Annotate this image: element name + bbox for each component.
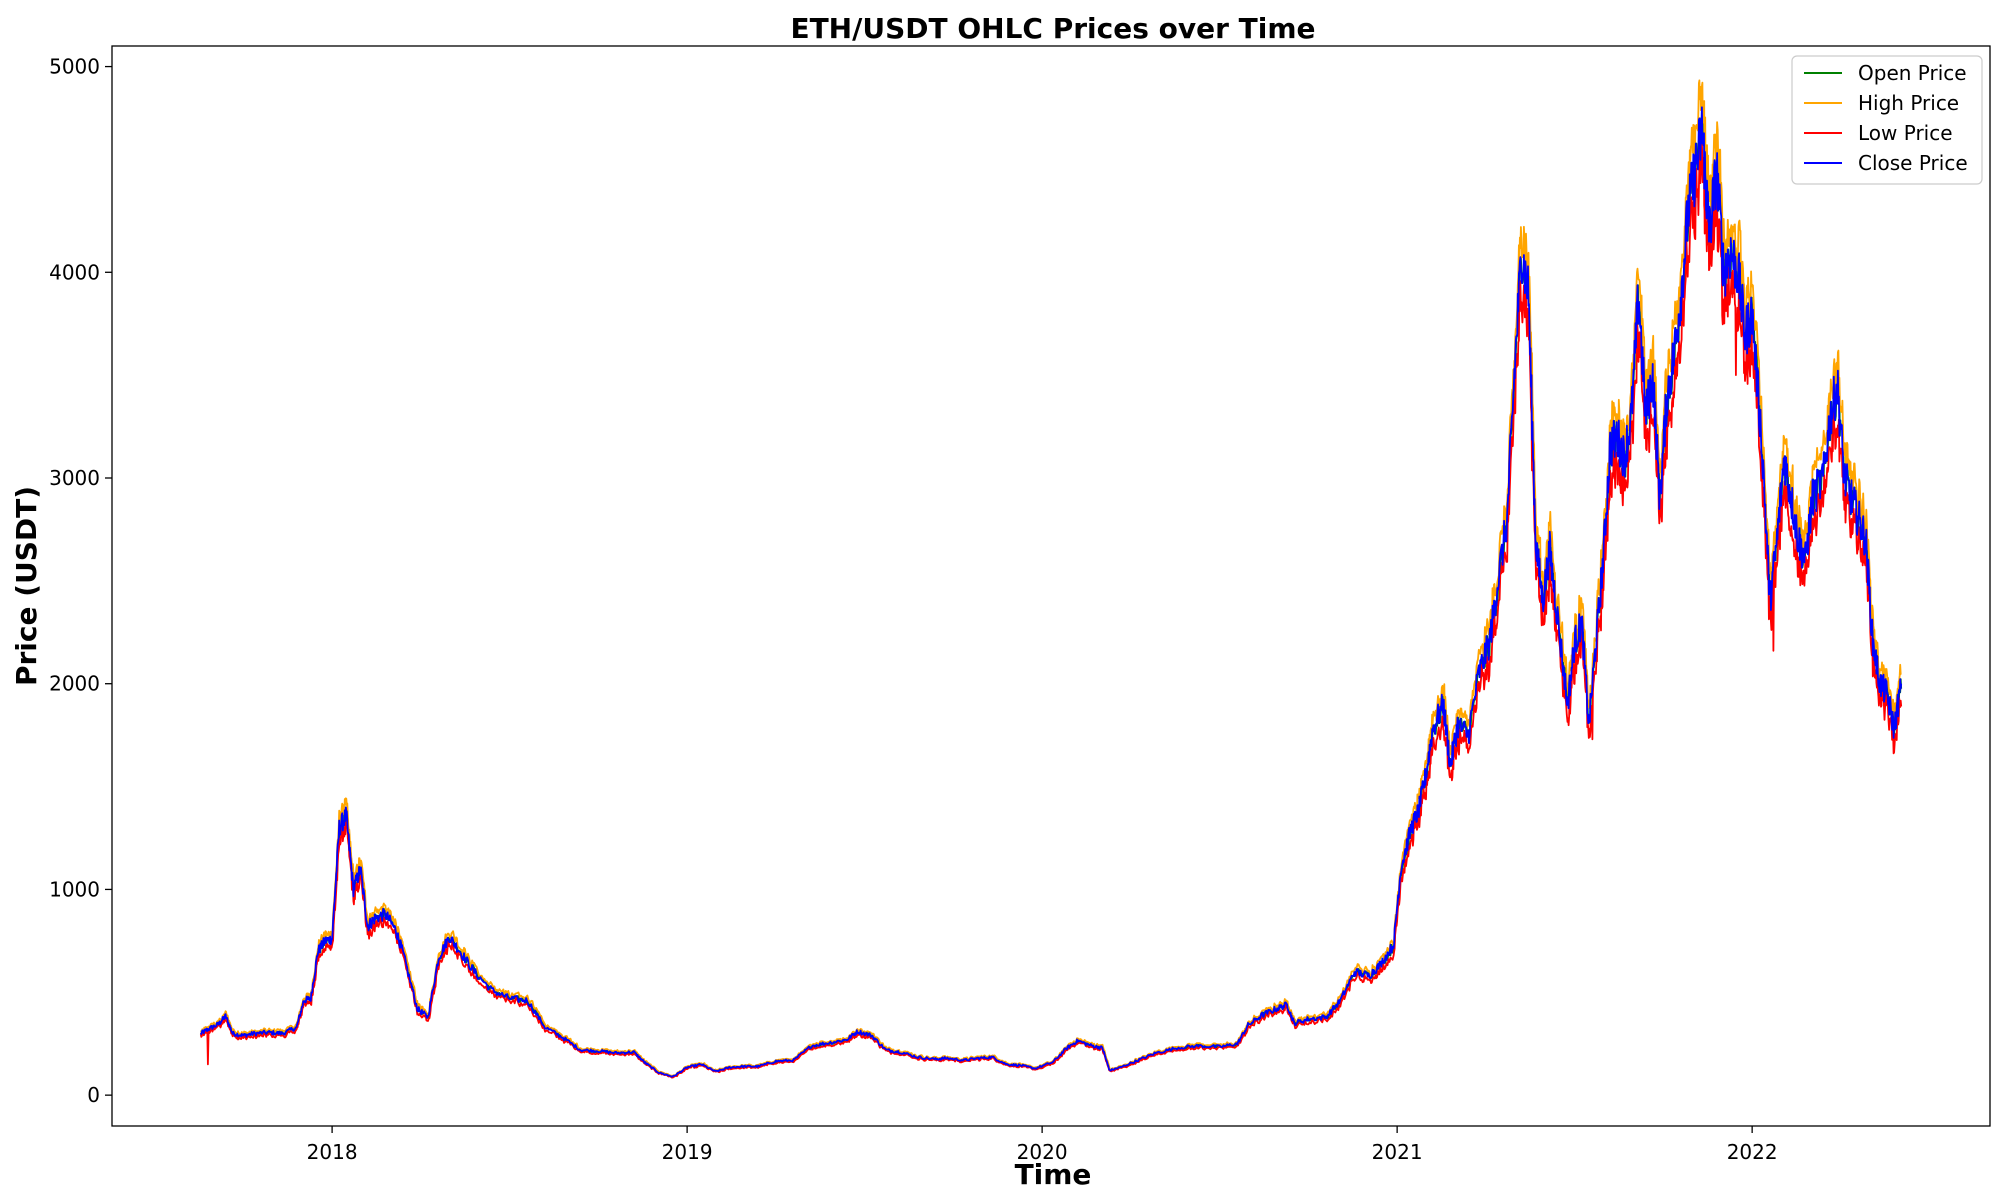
- x-tick-label: 2018: [307, 1140, 358, 1164]
- legend-label-high: High Price: [1858, 91, 1959, 115]
- y-tick-label: 5000: [49, 55, 100, 79]
- x-axis-title: Time: [1015, 1158, 1092, 1191]
- x-tick-label: 2022: [1727, 1140, 1778, 1164]
- legend: Open Price High Price Low Price Close Pr…: [1791, 55, 1983, 185]
- x-tick-label: 2020: [1017, 1140, 1068, 1164]
- y-tick-label: 1000: [49, 877, 100, 901]
- y-axis: 0 1000 2000 3000 4000 5000: [49, 55, 112, 1107]
- chart-title: ETH/USDT OHLC Prices over Time: [790, 12, 1315, 45]
- legend-label-close: Close Price: [1858, 151, 1968, 175]
- x-tick-label: 2019: [662, 1140, 713, 1164]
- series-layer: [199, 79, 1903, 1079]
- legend-label-low: Low Price: [1858, 121, 1953, 145]
- y-axis-title: Price (USDT): [10, 486, 43, 686]
- y-tick-label: 0: [87, 1083, 100, 1107]
- y-tick-label: 2000: [49, 672, 100, 696]
- legend-box: [1791, 55, 1983, 185]
- plot-frame: [111, 45, 1991, 1127]
- y-tick-label: 3000: [49, 466, 100, 490]
- x-tick-label: 2021: [1372, 1140, 1423, 1164]
- x-axis: 2018 2019 2020 2021 2022: [307, 1126, 1778, 1164]
- y-tick-label: 4000: [49, 260, 100, 284]
- series-close-price: [199, 106, 1903, 1078]
- legend-label-open: Open Price: [1858, 61, 1967, 85]
